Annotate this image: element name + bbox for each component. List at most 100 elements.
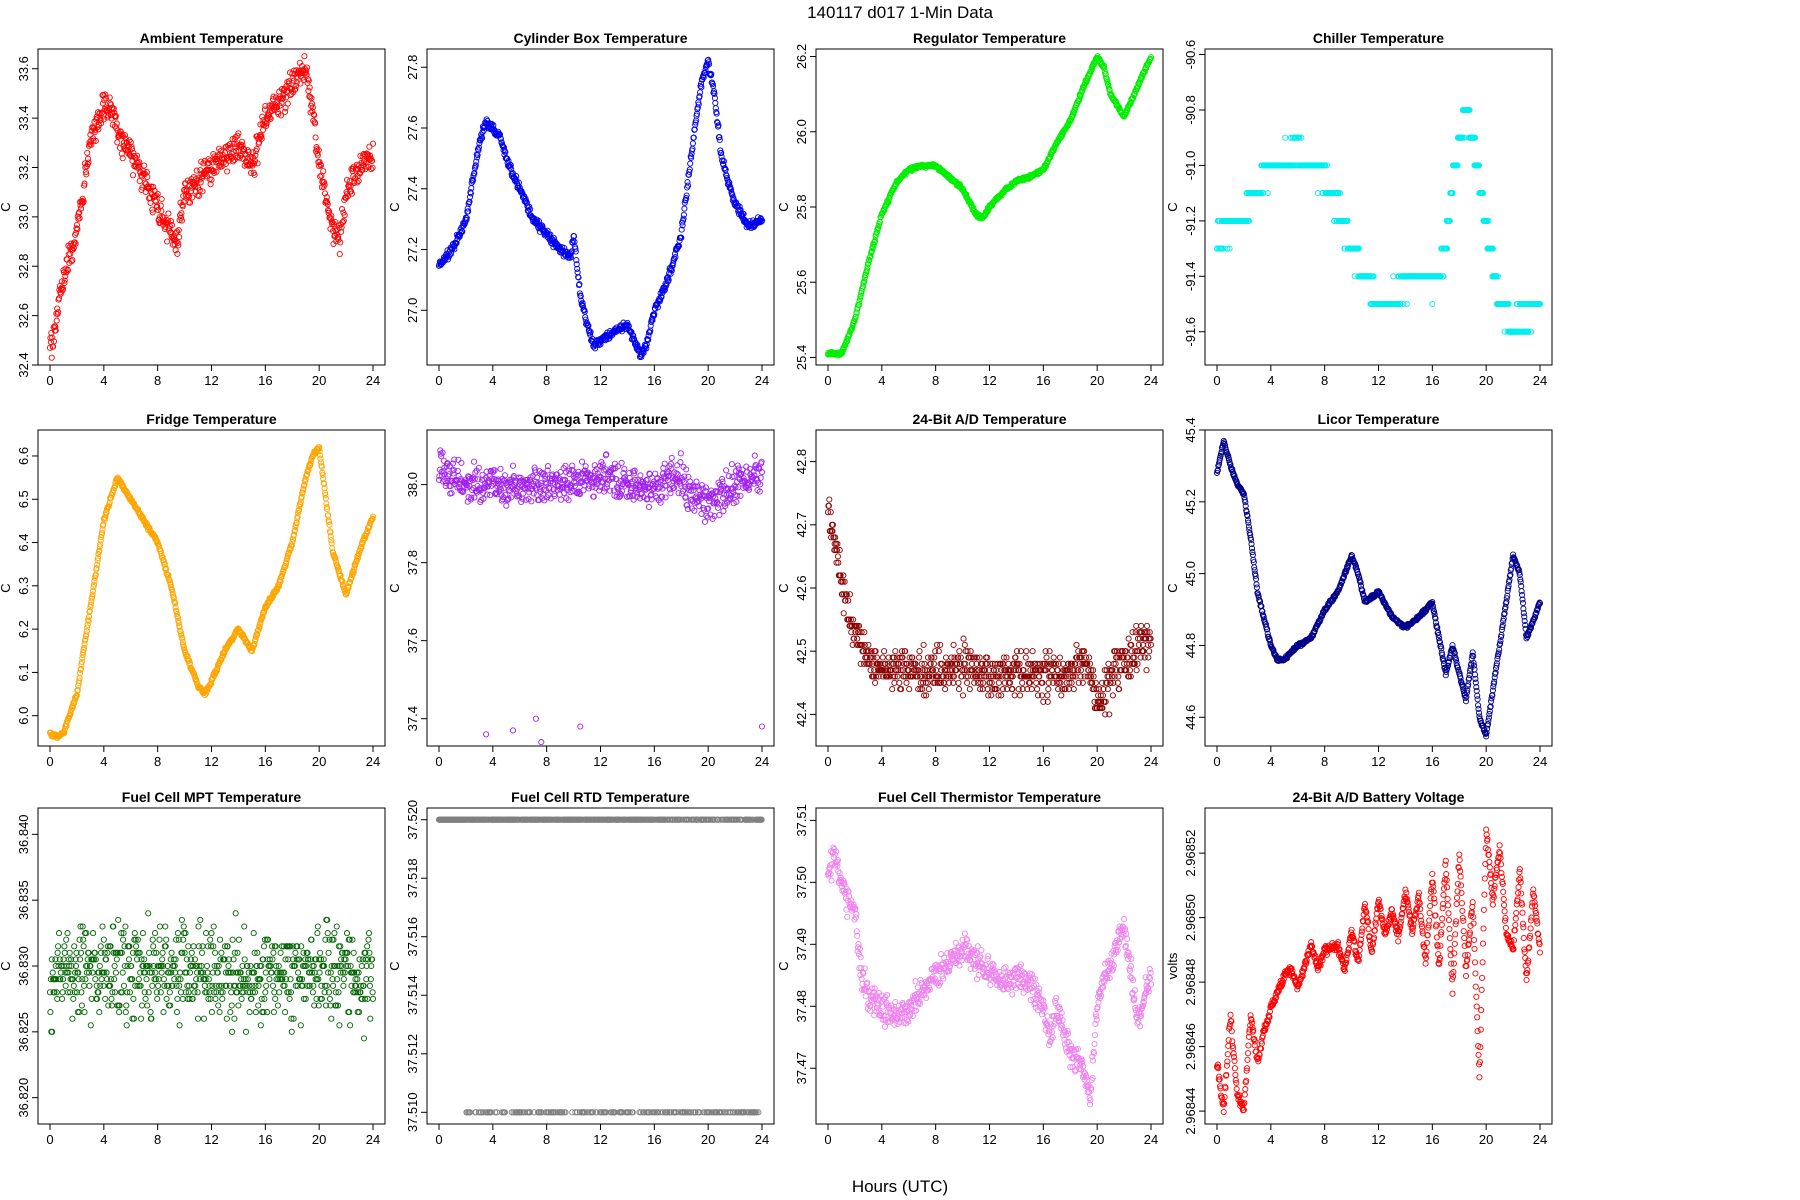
data-point [640,349,647,356]
data-point [121,132,128,139]
data-point [474,154,481,161]
data-points [1213,106,1544,335]
data-point [110,105,117,112]
data-point [686,166,693,173]
data-point [713,110,720,117]
data-point [582,314,589,321]
data-point [496,131,504,138]
data-point [119,132,126,139]
chart-title: Chiller Temperature [1313,30,1444,46]
data-point [52,327,59,334]
data-point [942,654,950,661]
x-tick-label: 12 [593,754,607,769]
chart-panel: Ambient TemperatureC0481216202432.432.63… [0,30,386,388]
data-point [141,162,148,169]
data-point [76,215,83,222]
y-axis-label: C [387,583,402,592]
data-point [577,723,584,730]
data-point [834,553,841,560]
data-point [870,241,877,248]
plot-frame [37,429,386,747]
data-point [852,313,859,320]
y-tick-label: -90.8 [1183,95,1198,125]
data-point [48,354,55,361]
data-point [355,177,362,185]
data-point [687,160,694,167]
data-point [906,686,913,693]
data-point [233,147,240,154]
data-point [758,723,766,730]
x-tick-label: 4 [489,754,496,769]
data-point [247,169,255,177]
data-point [937,641,944,648]
data-point [628,329,635,336]
data-point [247,155,254,162]
data-point [113,120,120,127]
x-tick-label: 20 [312,754,326,769]
data-point [862,271,869,279]
data-point [100,116,107,123]
data-point [687,478,694,485]
data-point [226,141,233,148]
data-point [483,731,490,738]
data-point [676,237,683,244]
data-points [824,53,1155,359]
data-point [573,257,580,264]
data-point [480,127,487,134]
x-tick-label: 16 [647,754,661,769]
data-point [718,149,725,157]
data-point [697,80,705,87]
data-point [501,472,508,479]
data-point [716,134,723,141]
y-tick-label: 42.6 [794,575,809,600]
data-point [97,116,104,123]
data-point [293,79,300,86]
data-point [119,155,126,162]
data-point [53,317,60,324]
data-point [680,211,687,218]
data-point [46,344,54,351]
x-tick-label: 0 [46,373,53,388]
data-point [290,77,297,84]
data-point [279,94,286,101]
data-point [758,217,766,224]
data-point [624,319,631,326]
data-point [325,207,332,214]
data-point [129,145,136,152]
x-tick-label: 24 [1144,754,1158,769]
data-point [321,181,328,188]
y-tick-label: 27.8 [405,55,420,80]
data-point [509,462,517,469]
data-point [149,209,156,216]
data-point [527,206,534,213]
data-point [150,183,157,190]
data-point [892,648,899,655]
data-point [244,155,251,162]
data-point [304,76,312,83]
data-point [267,115,274,122]
y-tick-label: -90.6 [1183,40,1198,70]
y-tick-label: -91.2 [1183,206,1198,236]
data-point [1390,273,1397,280]
data-point [303,67,310,74]
x-tick-label: 20 [1090,754,1104,769]
x-tick-label: 8 [932,754,939,769]
data-point [896,679,903,686]
data-point [346,181,353,188]
data-point [277,112,285,119]
data-point [758,216,765,223]
data-point [235,130,242,137]
data-point [286,78,293,85]
y-tick-label: -91.4 [1183,261,1198,291]
x-tick-label: 16 [1036,754,1050,769]
data-point [935,648,942,655]
data-point [866,257,873,264]
data-point [576,281,583,288]
data-point [740,210,747,217]
data-point [249,162,256,169]
x-tick-label: 0 [435,373,442,388]
chart-title: Omega Temperature [533,411,668,427]
data-point [253,145,260,153]
data-point [725,178,732,185]
y-tick-label: 38.0 [405,472,420,497]
